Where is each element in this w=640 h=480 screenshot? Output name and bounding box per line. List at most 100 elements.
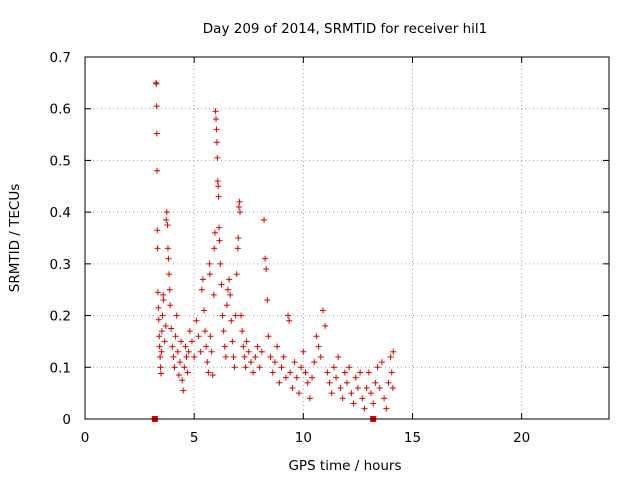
data-point bbox=[156, 333, 163, 340]
data-point bbox=[324, 369, 331, 376]
data-point bbox=[207, 333, 214, 340]
data-point bbox=[231, 364, 238, 371]
data-point bbox=[157, 370, 164, 377]
data-point bbox=[223, 302, 230, 309]
data-point bbox=[265, 333, 272, 340]
data-point bbox=[317, 353, 324, 360]
data-point bbox=[186, 328, 193, 335]
data-point bbox=[174, 348, 181, 355]
y-tick-labels: 0 0.1 0.2 0.3 0.4 0.5 0.6 0.7 bbox=[50, 50, 71, 428]
data-point bbox=[341, 369, 348, 376]
data-point bbox=[198, 286, 205, 293]
data-point bbox=[254, 343, 261, 350]
data-point bbox=[211, 229, 218, 236]
data-point bbox=[217, 260, 224, 267]
data-point bbox=[227, 291, 234, 298]
data-point bbox=[218, 281, 225, 288]
data-point bbox=[153, 130, 160, 137]
data-point bbox=[211, 245, 218, 252]
data-point bbox=[206, 260, 213, 267]
x-tick-label: 5 bbox=[190, 430, 199, 446]
data-point bbox=[215, 183, 222, 190]
data-point bbox=[232, 312, 239, 319]
data-point bbox=[181, 364, 188, 371]
data-point bbox=[389, 384, 396, 391]
y-tick-label: 0.2 bbox=[50, 309, 71, 325]
data-point bbox=[234, 245, 241, 252]
data-point bbox=[233, 271, 240, 278]
y-tick-label: 0 bbox=[62, 412, 71, 428]
data-point bbox=[368, 390, 375, 397]
data-point bbox=[237, 209, 244, 216]
data-point bbox=[175, 372, 182, 379]
y-tick-label: 0.3 bbox=[50, 257, 71, 273]
data-point bbox=[363, 384, 370, 391]
data-point bbox=[221, 343, 228, 350]
x-tick-label: 15 bbox=[404, 430, 421, 446]
data-point bbox=[326, 379, 333, 386]
data-point bbox=[209, 372, 216, 379]
data-point bbox=[161, 338, 168, 345]
data-point bbox=[171, 364, 178, 371]
data-point bbox=[154, 245, 161, 252]
data-point bbox=[184, 369, 191, 376]
data-point bbox=[200, 307, 207, 314]
x-tick-labels: 0 5 10 15 20 bbox=[81, 430, 531, 446]
data-point bbox=[154, 289, 161, 296]
data-point bbox=[278, 364, 285, 371]
data-point bbox=[155, 316, 162, 323]
data-point bbox=[160, 291, 167, 298]
data-point bbox=[261, 216, 268, 223]
data-point bbox=[388, 369, 395, 376]
data-point bbox=[167, 302, 174, 309]
axis-ticks bbox=[84, 56, 609, 420]
data-point bbox=[337, 384, 344, 391]
data-point bbox=[172, 333, 179, 340]
data-point bbox=[365, 369, 372, 376]
data-point bbox=[202, 328, 209, 335]
data-point bbox=[287, 369, 294, 376]
data-point bbox=[370, 400, 377, 407]
data-point bbox=[383, 405, 390, 412]
data-point bbox=[213, 126, 220, 133]
data-point bbox=[348, 390, 355, 397]
x-tick-label: 0 bbox=[81, 430, 90, 446]
data-point bbox=[235, 203, 242, 210]
data-point bbox=[212, 108, 219, 115]
data-point bbox=[154, 167, 161, 174]
data-point bbox=[245, 348, 252, 355]
data-point bbox=[350, 400, 357, 407]
data-point bbox=[241, 353, 248, 360]
y-tick-label: 0.5 bbox=[50, 153, 71, 169]
data-point bbox=[291, 359, 298, 366]
data-point bbox=[269, 369, 276, 376]
chart-title: Day 209 of 2014, SRMTID for receiver hil… bbox=[203, 21, 487, 37]
data-point bbox=[159, 312, 166, 319]
data-point bbox=[214, 154, 221, 161]
data-point bbox=[242, 364, 249, 371]
data-point bbox=[335, 353, 342, 360]
data-point bbox=[359, 395, 366, 402]
data-point bbox=[230, 353, 237, 360]
data-point bbox=[276, 379, 283, 386]
data-point bbox=[240, 343, 247, 350]
data-point bbox=[385, 379, 392, 386]
data-point bbox=[164, 222, 171, 229]
data-point bbox=[210, 291, 217, 298]
x-tick-label: 20 bbox=[513, 430, 530, 446]
data-point bbox=[352, 374, 359, 381]
data-point bbox=[203, 343, 210, 350]
data-point bbox=[197, 348, 204, 355]
data-point bbox=[166, 271, 173, 278]
data-point bbox=[357, 369, 364, 376]
data-point bbox=[252, 353, 259, 360]
data-point bbox=[274, 343, 281, 350]
data-point bbox=[376, 384, 383, 391]
data-point bbox=[238, 312, 245, 319]
data-point bbox=[219, 312, 226, 319]
data-point bbox=[264, 297, 271, 304]
data-point bbox=[216, 224, 223, 231]
data-point bbox=[319, 307, 326, 314]
data-point bbox=[263, 266, 270, 273]
